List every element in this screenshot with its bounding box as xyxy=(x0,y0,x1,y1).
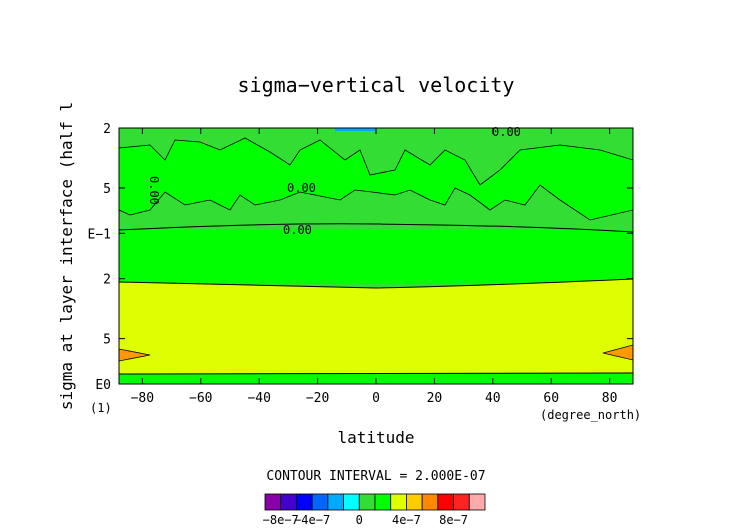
colorbar-swatch xyxy=(358,493,376,511)
contour-lower xyxy=(119,278,633,289)
x-tick-label: −40 xyxy=(247,391,270,406)
contour-interval-text: CONTOUR INTERVAL = 2.000E-07 xyxy=(266,469,485,484)
y-tick-label: E0 xyxy=(95,378,111,393)
x-tick-label: 0 xyxy=(372,391,380,406)
colorbar-swatch xyxy=(421,493,439,511)
colorbar-swatch xyxy=(296,493,313,511)
colorbar-tick-label: −4e−7 xyxy=(294,513,330,527)
colorbar-tick-label: −8e−7 xyxy=(263,513,299,527)
x-tick-label: 20 xyxy=(427,391,443,406)
x-tick-label: 40 xyxy=(485,391,501,406)
contour-label: 0.00 xyxy=(283,223,312,237)
colorbar-swatch xyxy=(374,493,392,511)
colorbar-swatch xyxy=(264,493,282,511)
y-tick-label: 5 xyxy=(103,182,111,197)
plot-area xyxy=(119,128,633,384)
y-tick-label: 2 xyxy=(103,122,111,137)
colorbar-ticks: −8e−7−4e−7 0 4e−7 8e−7 xyxy=(263,513,468,527)
colorbar-swatch xyxy=(280,493,297,511)
colorbar-swatch xyxy=(453,493,470,511)
colorbar-tick-label: 8e−7 xyxy=(439,513,468,527)
chart-title: sigma−vertical velocity xyxy=(238,73,515,97)
y-axis-label: sigma at layer interface (half l xyxy=(57,102,76,410)
colorbar-swatch xyxy=(327,493,344,511)
colorbar-swatch xyxy=(311,493,329,511)
band-yellow xyxy=(119,279,633,374)
contour-bottom xyxy=(119,372,633,375)
x-tick-label: 80 xyxy=(602,391,618,406)
contour-label: 0.00 xyxy=(492,125,521,139)
colorbar-swatch xyxy=(468,493,486,511)
x-tick-label: 60 xyxy=(543,391,559,406)
colorbar-swatch xyxy=(406,493,423,511)
y-tick-label: E−1 xyxy=(88,227,111,242)
x-tick-label: −60 xyxy=(189,391,212,406)
colorbar-tick-label: 0 xyxy=(356,513,363,527)
x-unit-label: (degree_north) xyxy=(540,408,641,422)
feature-right xyxy=(602,344,633,361)
feature-left xyxy=(119,348,151,362)
x-axis: −80 −60 −40 −20 0 20 40 60 80 xyxy=(131,128,618,406)
x-axis-label: latitude xyxy=(337,428,414,447)
colorbar-swatch xyxy=(390,493,407,511)
contour-label: 0.00 xyxy=(287,181,316,195)
y-tick-label: 5 xyxy=(103,333,111,348)
colorbar-tick-label: 4e−7 xyxy=(392,513,421,527)
band-lower-green xyxy=(119,230,633,284)
x-tick-label: −20 xyxy=(306,391,329,406)
upper-patches xyxy=(119,137,633,221)
colorbar xyxy=(264,493,486,511)
y-unit-label: (1) xyxy=(90,401,112,415)
colorbar-swatch xyxy=(343,493,360,511)
colorbar-swatch xyxy=(437,493,454,511)
x-tick-label: −80 xyxy=(131,391,154,406)
y-tick-label: 2 xyxy=(103,273,111,288)
contour-upper xyxy=(119,223,633,233)
contour-label: 0.00 xyxy=(147,176,161,205)
y-axis: 2 5 E−1 2 5 E0 xyxy=(88,122,633,393)
top-edge-blue xyxy=(335,128,375,131)
